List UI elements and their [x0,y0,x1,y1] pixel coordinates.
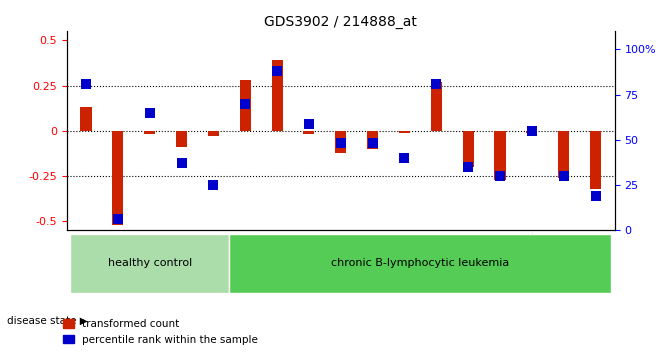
Bar [526,131,537,133]
Point [208,182,219,188]
Bar [336,131,346,153]
Text: healthy control: healthy control [107,258,192,268]
Point [495,173,505,179]
Bar [462,131,474,167]
Bar [495,131,505,179]
Point [113,217,123,222]
Point [336,141,346,146]
Legend: transformed count, percentile rank within the sample: transformed count, percentile rank withi… [59,315,262,349]
Point [399,155,410,161]
Bar [229,234,611,293]
Point [240,101,250,107]
Bar [399,131,410,133]
Bar [590,131,601,189]
Title: GDS3902 / 214888_at: GDS3902 / 214888_at [264,15,417,29]
Point [272,68,282,74]
Bar [81,107,91,131]
Point [590,193,601,199]
Point [527,128,537,134]
Text: disease state ▶: disease state ▶ [7,315,87,325]
Point [144,110,155,116]
Bar [303,131,315,135]
Bar [431,82,442,131]
Bar [144,131,155,135]
Bar [112,131,123,225]
Point [303,121,314,126]
Point [558,173,569,179]
Bar [240,80,251,131]
Point [81,81,91,87]
Bar [272,60,282,131]
Point [431,81,442,87]
Point [367,141,378,146]
Point [463,164,474,170]
Bar [558,131,569,178]
Bar [70,234,229,293]
Point [176,160,187,166]
Bar [367,131,378,149]
Bar [176,131,187,147]
Text: chronic B-lymphocytic leukemia: chronic B-lymphocytic leukemia [331,258,509,268]
Bar [208,131,219,136]
